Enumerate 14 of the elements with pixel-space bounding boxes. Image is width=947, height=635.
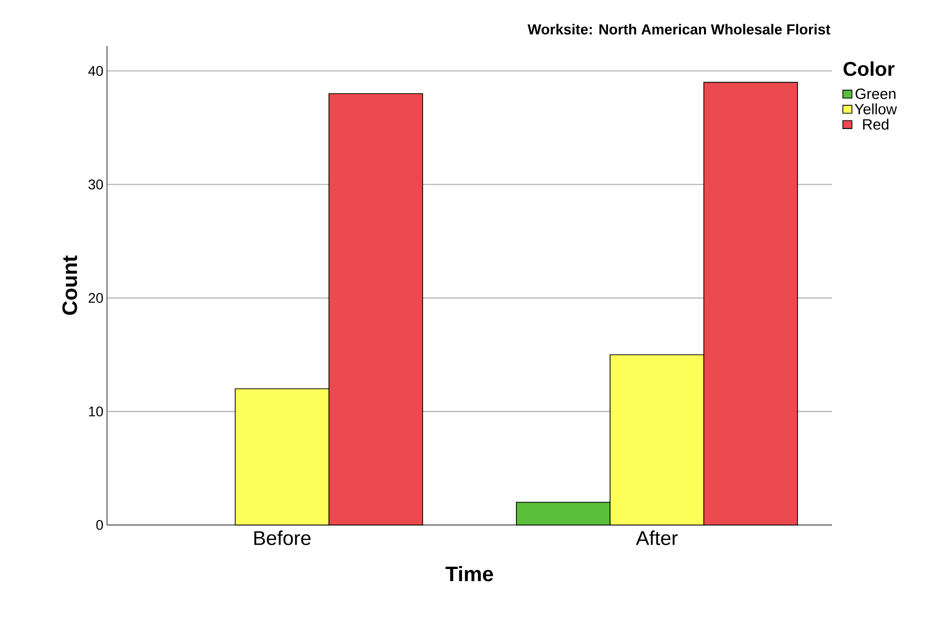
- chart-title: Worksite: North American Wholesale Florist: [528, 24, 830, 34]
- y-tick-label: 40: [88, 66, 103, 76]
- x-tick-label: Before: [254, 530, 311, 546]
- legend-label: Yellow: [854, 103, 897, 114]
- x-axis-title: Time: [446, 566, 494, 582]
- y-tick-label: 10: [89, 406, 103, 416]
- legend-label: Red: [863, 118, 888, 130]
- legend-label: Green: [856, 88, 896, 100]
- y-tick-label: 30: [88, 180, 103, 190]
- legend-title: Color: [844, 61, 894, 76]
- y-axis-title: Count: [62, 256, 78, 315]
- x-tick-label: After: [636, 530, 678, 546]
- y-tick-label: 20: [88, 293, 103, 303]
- y-tick-label: 0: [96, 520, 103, 530]
